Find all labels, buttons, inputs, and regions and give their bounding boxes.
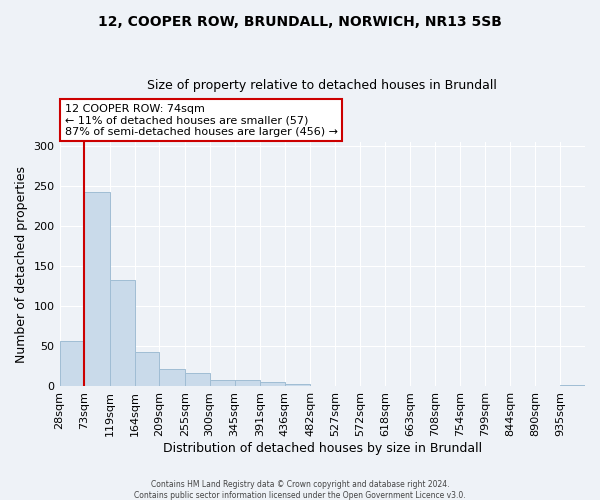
- Bar: [85, 192, 110, 386]
- Title: Size of property relative to detached houses in Brundall: Size of property relative to detached ho…: [148, 79, 497, 92]
- Bar: [160, 369, 185, 386]
- Bar: [59, 340, 85, 386]
- X-axis label: Distribution of detached houses by size in Brundall: Distribution of detached houses by size …: [163, 442, 482, 455]
- Bar: [134, 352, 160, 386]
- Bar: [560, 385, 585, 386]
- Text: Contains HM Land Registry data © Crown copyright and database right 2024.
Contai: Contains HM Land Registry data © Crown c…: [134, 480, 466, 500]
- Bar: [260, 382, 285, 386]
- Bar: [285, 384, 310, 386]
- Bar: [235, 380, 260, 386]
- Text: 12 COOPER ROW: 74sqm
← 11% of detached houses are smaller (57)
87% of semi-detac: 12 COOPER ROW: 74sqm ← 11% of detached h…: [65, 104, 338, 137]
- Bar: [209, 380, 235, 386]
- Y-axis label: Number of detached properties: Number of detached properties: [15, 166, 28, 362]
- Text: 12, COOPER ROW, BRUNDALL, NORWICH, NR13 5SB: 12, COOPER ROW, BRUNDALL, NORWICH, NR13 …: [98, 15, 502, 29]
- Bar: [185, 373, 209, 386]
- Bar: [110, 280, 134, 386]
